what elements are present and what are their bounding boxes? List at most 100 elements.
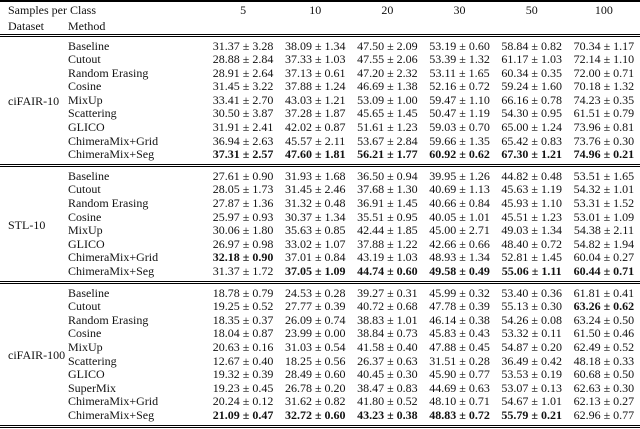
accuracy-value: 48.83 ± 0.72 (429, 407, 490, 422)
accuracy-value: 38.47 ± 0.83 (357, 380, 418, 395)
accuracy-value: 25.97 ± 0.93 (212, 209, 274, 224)
accuracy-value: 74.23 ± 0.35 (573, 92, 635, 107)
accuracy-value: 53.32 ± 0.11 (501, 326, 562, 341)
accuracy-value: 60.68 ± 0.50 (573, 367, 635, 382)
accuracy-value: 31.32 ± 0.48 (284, 196, 346, 211)
header-col-20: 20 (381, 3, 394, 17)
accuracy-value: 27.87 ± 1.36 (212, 196, 274, 211)
table-row: Random Erasing 18.35 ± 0.37 26.09 ± 0.74 38… (0, 312, 640, 328)
accuracy-value: 59.47 ± 1.10 (429, 92, 490, 107)
dataset-label: STL-10 (8, 217, 46, 232)
accuracy-value: 19.32 ± 0.39 (212, 367, 274, 382)
method-label: Scattering (68, 106, 117, 121)
accuracy-value: 44.82 ± 0.48 (501, 168, 562, 183)
accuracy-value: 53.53 ± 0.19 (501, 367, 562, 382)
table-row: Cutout 28.88 ± 2.84 37.33 ± 1.03 47.55 ± 2.… (0, 52, 640, 67)
accuracy-value: 55.06 ± 1.11 (501, 264, 562, 278)
accuracy-value: 18.25 ± 0.56 (284, 353, 346, 368)
accuracy-value: 27.61 ± 0.90 (212, 168, 274, 183)
accuracy-value: 45.51 ± 1.23 (501, 209, 562, 224)
table-row: STL-10 Baseline 27.61 ± 0.90 31.93 ± 1.68 36… (0, 166, 640, 231)
header-dataset: Dataset (8, 19, 44, 33)
accuracy-value: 60.92 ± 0.62 (429, 147, 490, 162)
header-col-10: 10 (309, 3, 322, 17)
dataset-section: ciFAIR-100 Baseline 18.78 ± 0.79 24.53 ± 0.… (0, 282, 640, 427)
method-label: ChimeraMix+Grid (68, 250, 159, 265)
accuracy-value: 45.00 ± 2.71 (429, 223, 490, 238)
table-row: MixUp 33.41 ± 2.70 43.03 ± 1.21 53.09 ± 1.0… (0, 92, 640, 108)
accuracy-value: 31.51 ± 0.28 (429, 353, 490, 368)
method-label: SuperMix (68, 380, 116, 395)
accuracy-value: 24.53 ± 0.28 (284, 285, 346, 300)
accuracy-value: 51.61 ± 1.23 (357, 120, 418, 135)
table-row: Scattering 30.50 ± 3.87 37.28 ± 1.87 45.65 … (0, 107, 640, 121)
accuracy-value: 67.30 ± 1.21 (501, 147, 562, 162)
accuracy-value: 38.84 ± 0.73 (357, 326, 418, 341)
accuracy-value: 48.18 ± 0.33 (573, 353, 635, 368)
accuracy-value: 62.96 ± 0.77 (573, 407, 635, 422)
accuracy-value: 31.03 ± 0.54 (284, 339, 346, 354)
accuracy-value: 45.90 ± 0.77 (429, 367, 490, 382)
accuracy-value: 70.18 ± 1.32 (573, 79, 635, 94)
accuracy-value: 53.31 ± 1.52 (573, 196, 635, 211)
accuracy-value: 35.51 ± 0.95 (357, 209, 418, 224)
accuracy-value: 53.40 ± 0.36 (501, 285, 562, 300)
accuracy-value: 62.63 ± 0.30 (573, 380, 635, 395)
accuracy-value: 20.24 ± 0.12 (212, 394, 274, 409)
accuracy-value: 45.83 ± 0.43 (429, 326, 490, 341)
accuracy-value: 41.58 ± 0.40 (357, 339, 418, 354)
accuracy-value: 28.88 ± 2.84 (212, 52, 274, 67)
method-label: Random Erasing (68, 65, 149, 80)
table-row: GLICO 19.32 ± 0.39 28.49 ± 0.60 40.45 ± 0.3… (0, 368, 640, 382)
accuracy-value: 54.30 ± 0.95 (501, 106, 562, 121)
accuracy-value: 40.05 ± 1.01 (429, 209, 490, 224)
accuracy-value: 54.32 ± 1.01 (573, 182, 635, 197)
table-row: Random Erasing 28.91 ± 2.64 37.13 ± 0.61 47… (0, 65, 640, 81)
accuracy-value: 62.13 ± 0.27 (573, 394, 635, 409)
table-row: ChimeraMix+Seg 21.09 ± 0.47 32.72 ± 0.60 43… (0, 407, 640, 427)
accuracy-value: 31.62 ± 0.82 (284, 394, 346, 409)
accuracy-value: 37.33 ± 1.03 (284, 52, 346, 67)
accuracy-value: 59.03 ± 0.70 (429, 120, 490, 135)
table-row: SuperMix 19.23 ± 0.45 26.78 ± 0.20 38.47 ± … (0, 380, 640, 396)
accuracy-value: 20.63 ± 0.16 (212, 339, 274, 354)
accuracy-value: 12.67 ± 0.40 (212, 353, 274, 368)
method-label: Random Erasing (68, 196, 149, 211)
accuracy-value: 63.26 ± 0.62 (573, 299, 635, 314)
method-label: Cosine (68, 326, 102, 341)
accuracy-value: 53.11 ± 1.65 (429, 65, 490, 80)
accuracy-value: 37.68 ± 1.30 (357, 182, 418, 197)
accuracy-value: 70.34 ± 1.17 (573, 38, 635, 53)
header-samples-per-class: Samples per Class (8, 3, 96, 17)
accuracy-value: 38.09 ± 1.34 (284, 38, 346, 53)
accuracy-value: 31.91 ± 2.41 (212, 120, 274, 135)
header-col-100: 100 (594, 3, 613, 17)
accuracy-value: 35.63 ± 0.85 (284, 223, 346, 238)
accuracy-value: 59.66 ± 1.35 (429, 133, 490, 148)
accuracy-value: 31.45 ± 3.22 (212, 79, 274, 94)
method-label: MixUp (68, 92, 103, 107)
accuracy-value: 31.93 ± 1.68 (284, 168, 346, 183)
accuracy-value: 18.35 ± 0.37 (212, 312, 274, 327)
header-col-5: 5 (240, 3, 247, 17)
accuracy-value: 26.97 ± 0.98 (212, 236, 274, 251)
accuracy-value: 60.34 ± 0.35 (501, 65, 562, 80)
accuracy-value: 52.81 ± 1.45 (501, 250, 562, 265)
accuracy-value: 28.91 ± 2.64 (212, 65, 274, 80)
accuracy-value: 36.91 ± 1.45 (357, 196, 418, 211)
accuracy-value: 62.49 ± 0.52 (573, 339, 635, 354)
method-label: Baseline (68, 38, 110, 53)
accuracy-value: 72.00 ± 0.71 (573, 65, 635, 80)
table-row: ciFAIR-10 Baseline 31.37 ± 3.28 38.09 ± 1.3… (0, 36, 640, 108)
accuracy-value: 47.60 ± 1.81 (284, 147, 346, 162)
header-col-30: 30 (453, 3, 466, 17)
accuracy-value: 37.13 ± 0.61 (284, 65, 346, 80)
accuracy-value: 23.99 ± 0.00 (284, 326, 346, 341)
method-label: ChimeraMix+Grid (68, 394, 159, 409)
method-label: GLICO (68, 236, 105, 251)
table-row: Cutout 19.25 ± 0.52 27.77 ± 0.39 40.72 ± 0.… (0, 300, 640, 314)
method-label: Cosine (68, 79, 102, 94)
table-row: GLICO 26.97 ± 0.98 33.02 ± 1.07 37.88 ± 1.2… (0, 236, 640, 252)
header-col-50: 50 (525, 3, 538, 17)
